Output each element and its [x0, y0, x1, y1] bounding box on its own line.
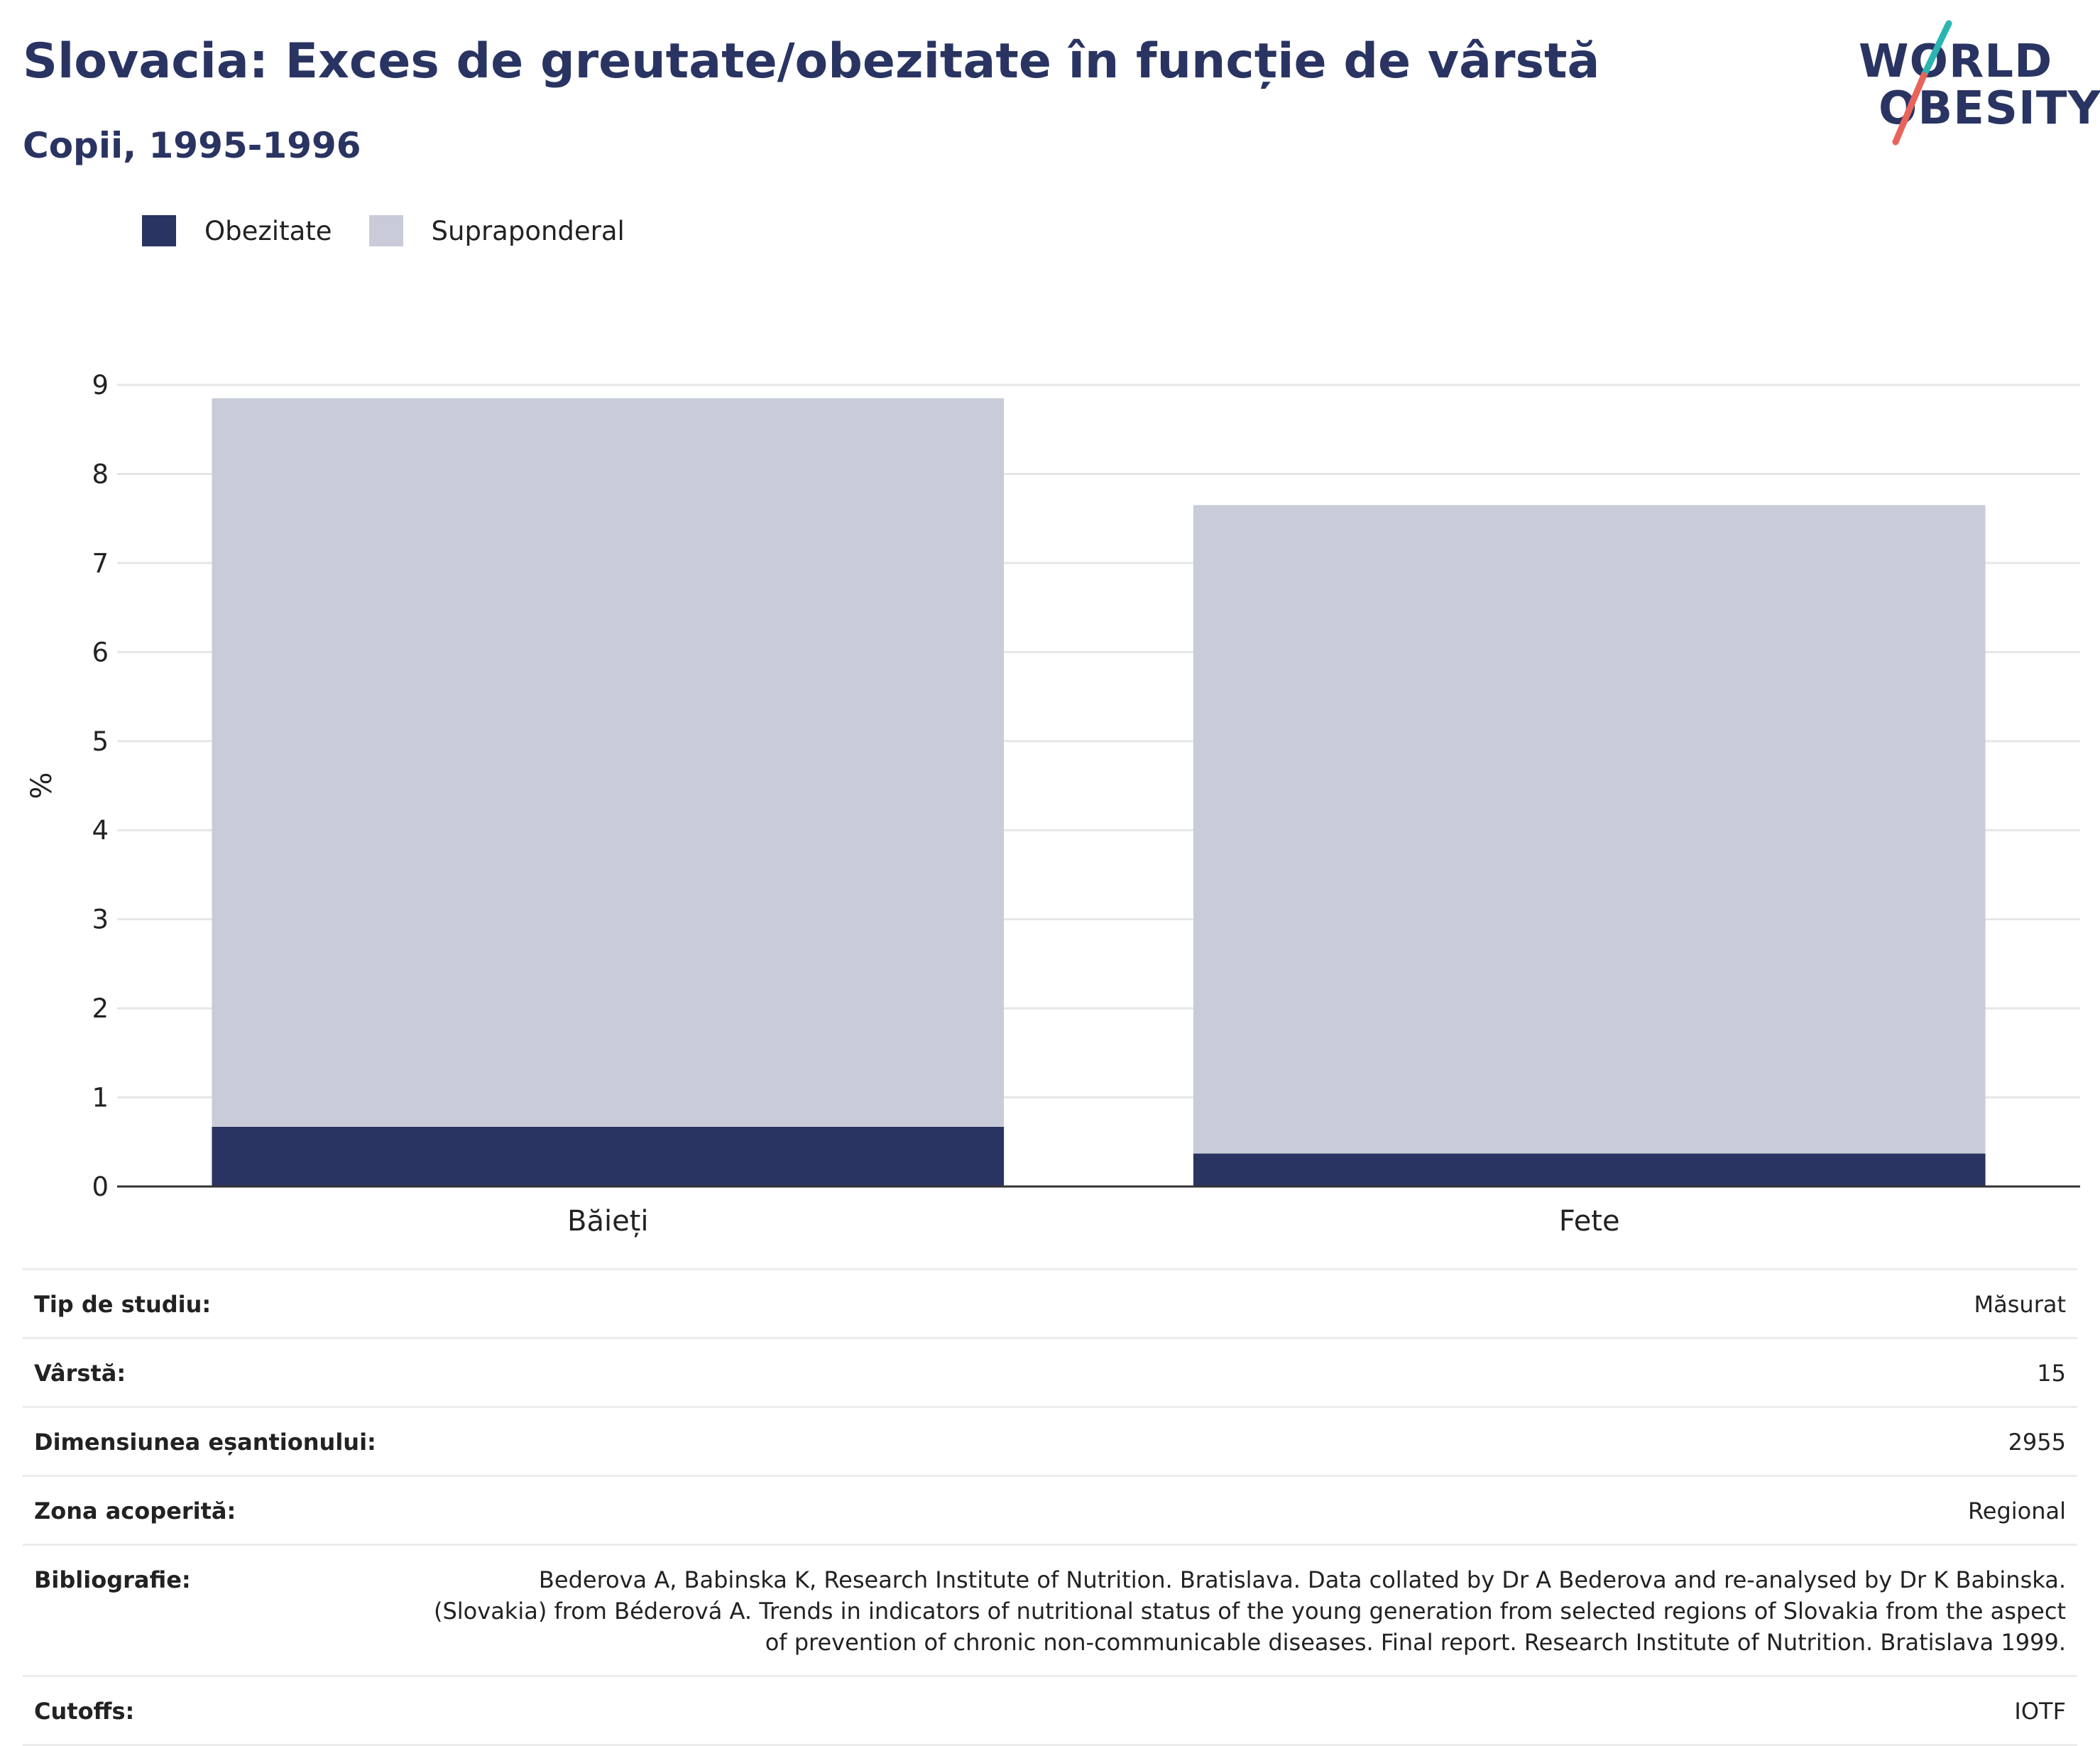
info-row-study-type: Tip de studiu: Măsurat: [23, 1268, 2077, 1337]
logo-slash-icon: [1892, 20, 1952, 146]
bar-obezitate-2: [1193, 1153, 1986, 1186]
info-value: IOTF: [2014, 1698, 2066, 1725]
info-value: Bederova A, Babinska K, Research Institu…: [433, 1566, 2066, 1656]
y-tick-label: 5: [92, 726, 109, 757]
info-row-cutoffs: Cutoffs: IOTF: [23, 1675, 2077, 1746]
y-tick-label: 8: [92, 459, 109, 489]
info-label: Tip de studiu:: [34, 1291, 212, 1318]
y-tick-label: 2: [92, 993, 109, 1024]
y-axis-label: %: [26, 772, 58, 799]
info-label: Cutoffs:: [34, 1698, 135, 1725]
y-tick-label: 7: [92, 548, 109, 579]
info-label: Zona acoperită:: [34, 1497, 236, 1524]
info-value: Măsurat: [1974, 1291, 2066, 1318]
y-tick-label: 6: [92, 637, 109, 667]
info-row-area: Zona acoperită: Regional: [23, 1475, 2077, 1544]
info-row-bibliography: Bibliografie: Bederova A, Babinska K, Re…: [23, 1544, 2077, 1675]
y-tick-label: 0: [92, 1172, 109, 1202]
bar-supraponderal-1: [212, 398, 1005, 1127]
info-value: 15: [2037, 1360, 2066, 1387]
bar-supraponderal-2: [1193, 505, 1986, 1154]
x-tick-label: Băieți: [567, 1205, 648, 1238]
chart-title: Slovacia: Exces de greutate/obezitate în…: [23, 33, 1600, 89]
y-tick-label: 3: [92, 905, 109, 935]
info-row-age: Vârstă: 15: [23, 1337, 2077, 1406]
study-info-table: Tip de studiu: Măsurat Vârstă: 15 Dimens…: [23, 1268, 2077, 1746]
logo-text-world: WORLD: [1859, 36, 2053, 88]
info-row-sample-size: Dimensiunea eșantionului: 2955: [23, 1406, 2077, 1475]
info-label: Vârstă:: [34, 1360, 126, 1387]
y-tick-label: 1: [92, 1083, 109, 1113]
chart-subtitle: Copii, 1995-1996: [23, 125, 361, 166]
y-tick-label: 4: [92, 815, 109, 846]
info-value: Regional: [1967, 1497, 2066, 1524]
legend-swatch-supraponderal: [368, 215, 403, 246]
legend-swatch-obezitate: [142, 215, 176, 246]
legend-label-supraponderal: Supraponderal: [431, 215, 625, 246]
info-label: Dimensiunea eșantionului:: [34, 1429, 376, 1456]
legend-item-supraponderal: Supraponderal: [368, 215, 625, 246]
legend-item-obezitate: Obezitate: [142, 215, 332, 246]
bar-obezitate-1: [212, 1126, 1005, 1186]
bar-chart: 0 1 2 3 4 5 6 7 8 9% Băieți Fete: [26, 370, 2080, 1238]
x-tick-label: Fete: [1559, 1205, 1620, 1238]
chart-legend: Obezitate Supraponderal: [142, 213, 662, 249]
info-label: Bibliografie:: [34, 1566, 191, 1593]
world-obesity-logo: WORLD OBESITY: [1853, 20, 2100, 148]
y-tick-label: 9: [92, 370, 109, 400]
legend-label-obezitate: Obezitate: [204, 215, 332, 246]
info-value: 2955: [2008, 1429, 2066, 1456]
